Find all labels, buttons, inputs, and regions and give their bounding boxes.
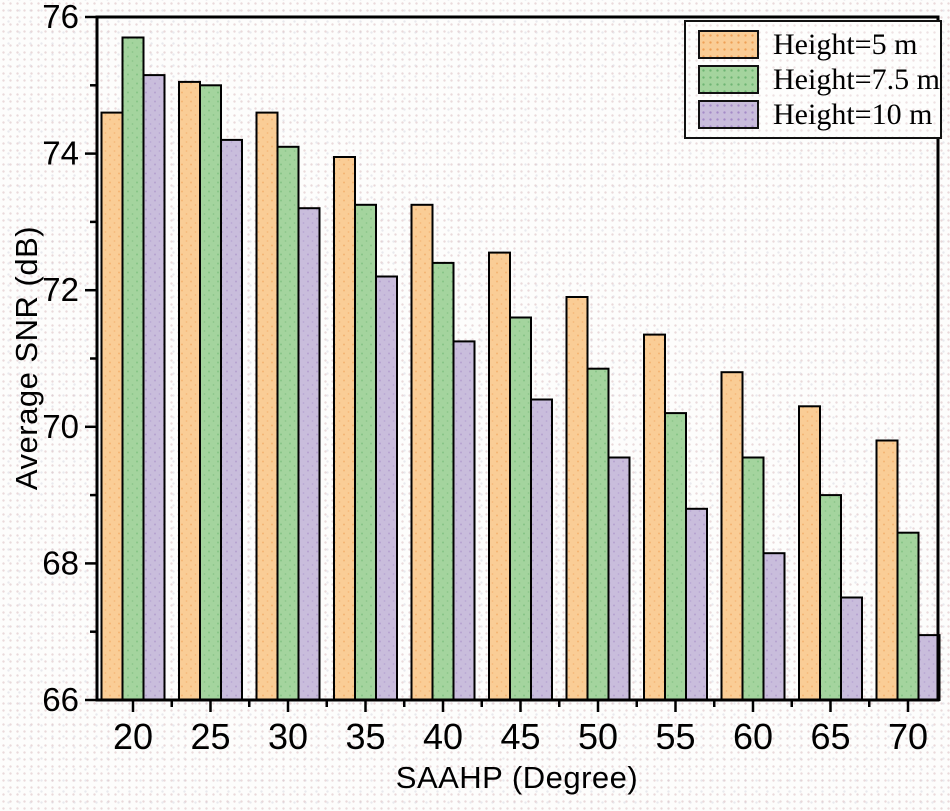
x-tick-label: 55	[655, 716, 695, 757]
legend-label: Height=7.5 m	[773, 62, 940, 96]
bar-5m-x55	[643, 333, 666, 701]
bar-10m-x50	[607, 456, 631, 701]
bar-7.5m-x65	[819, 494, 842, 701]
bar-10m-x25	[220, 138, 243, 701]
y-tick-label: 68	[42, 544, 79, 581]
bars	[100, 36, 941, 702]
bar-group-60	[720, 371, 786, 702]
bar-5m-x50	[565, 296, 589, 701]
legend-swatch-green	[698, 65, 759, 94]
y-axis-title: Average SNR (dB)	[9, 225, 44, 491]
bar-5m-x20	[100, 111, 124, 702]
bar-10m-x60	[762, 552, 786, 702]
bar-group-40	[410, 203, 476, 702]
y-tick-label: 76	[42, 0, 79, 35]
bar-group-25	[178, 80, 243, 702]
x-tick-label: 70	[888, 716, 928, 757]
legend: Height=5 m Height=7.5 m Height=10 m	[684, 20, 942, 139]
bar-7.5m-x60	[741, 456, 765, 701]
bar-7.5m-x70	[896, 531, 920, 702]
bar-group-55	[643, 333, 708, 701]
x-tick-label: 50	[578, 716, 618, 757]
bar-10m-x65	[840, 596, 863, 701]
bar-group-20	[100, 36, 166, 702]
bar-7.5m-x35	[354, 203, 377, 702]
bar-group-35	[333, 156, 398, 702]
bar-5m-x60	[720, 371, 744, 701]
x-tick-label: 60	[733, 716, 773, 757]
x-tick-label: 65	[810, 716, 850, 757]
bar-10m-x55	[685, 507, 708, 701]
bar-group-45	[488, 251, 553, 701]
plot-frame	[95, 15, 940, 702]
y-tick-label: 74	[42, 135, 79, 172]
x-tick-label: 25	[190, 716, 230, 757]
bar-7.5m-x25	[199, 84, 222, 702]
bar-10m-x70	[917, 634, 941, 701]
legend-row-height-7-5m: Height=7.5 m	[698, 62, 940, 97]
bar-5m-x30	[255, 111, 279, 702]
bar-10m-x20	[142, 74, 166, 702]
bar-group-30	[255, 111, 321, 702]
x-tick-label: 40	[423, 716, 463, 757]
x-tick-label: 30	[268, 716, 308, 757]
legend-row-height-5m: Height=5 m	[698, 27, 932, 62]
x-axis-title: SAAHP (Degree)	[395, 760, 639, 795]
legend-row-height-10m: Height=10 m	[698, 97, 932, 132]
legend-label: Height=5 m	[773, 27, 918, 61]
bar-group-50	[565, 296, 631, 701]
bar-7.5m-x45	[509, 316, 532, 701]
x-tick-label: 20	[113, 716, 153, 757]
tick-labels: 66 68 70 72 74 76 20 25 30 35 40 45 50 55 60 65 70	[42, 0, 928, 757]
bar-5m-x70	[875, 439, 899, 701]
y-tick-label: 66	[42, 681, 79, 718]
bar-10m-x40	[452, 340, 476, 701]
bar-5m-x45	[488, 251, 511, 701]
x-tick-label: 45	[500, 716, 540, 757]
legend-label: Height=10 m	[773, 97, 933, 131]
bar-5m-x40	[410, 203, 434, 702]
bar-7.5m-x20	[121, 36, 145, 701]
bar-group-65	[798, 405, 863, 701]
y-tick-label: 72	[42, 271, 79, 308]
bar-10m-x30	[297, 207, 321, 701]
bar-7.5m-x50	[586, 367, 610, 701]
x-tick-label: 35	[345, 716, 385, 757]
bar-7.5m-x55	[664, 412, 687, 701]
y-tick-label: 70	[42, 408, 79, 445]
bar-5m-x25	[178, 80, 201, 701]
bar-5m-x35	[333, 156, 356, 701]
legend-swatch-purple	[698, 100, 759, 129]
bar-group-70	[875, 439, 941, 702]
bar-7.5m-x40	[431, 261, 455, 701]
bar-10m-x35	[375, 275, 398, 701]
bar-5m-x65	[798, 405, 821, 701]
legend-swatch-orange	[698, 30, 759, 59]
axis-ticks	[85, 15, 910, 712]
bar-7.5m-x30	[276, 145, 300, 702]
bar-10m-x45	[530, 398, 553, 701]
